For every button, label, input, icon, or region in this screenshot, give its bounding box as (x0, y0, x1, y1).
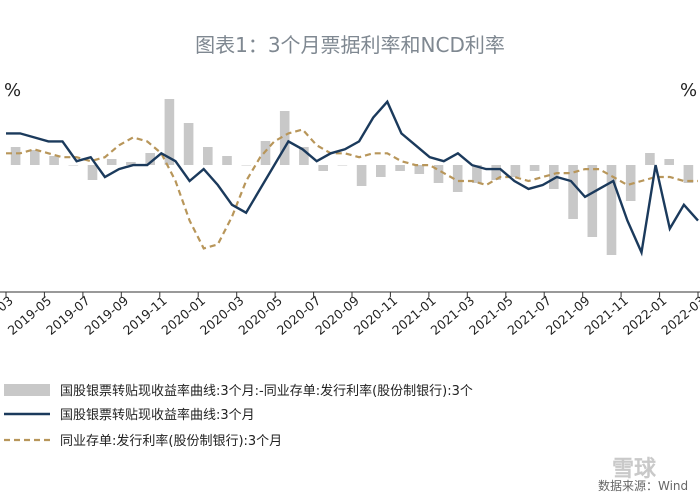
spread-bar (452, 165, 463, 192)
spread-bar (683, 165, 694, 183)
spread-bar (145, 153, 155, 165)
spread-bar (183, 123, 194, 165)
legend-label-tan: 同业存单:发行利率(股份制银行):3个月 (60, 433, 282, 449)
spread-bar (106, 159, 117, 165)
spread-bar (491, 165, 501, 180)
spread-bar (472, 165, 482, 183)
spread-bar (241, 165, 252, 166)
legend-label-navy: 国股银票转贴现收益率曲线:3个月 (60, 407, 255, 423)
legend-swatch-bar (4, 384, 50, 396)
spread-bar (10, 147, 21, 165)
spread-bar (337, 165, 348, 166)
spread-bar (126, 162, 136, 165)
spread-bar (549, 165, 559, 189)
plot-area (6, 99, 699, 257)
spread-bar (664, 159, 674, 165)
spread-bar (30, 150, 40, 165)
spread-bar (587, 165, 598, 237)
watermark: 雪球 (612, 457, 657, 482)
spread-bar (645, 153, 655, 165)
spread-bar (68, 165, 79, 166)
legend-label-bar: 国股银票转贴现收益率曲线:3个月:-同业存单:发行利率(股份制银行):3个 (60, 383, 473, 399)
spread-bar (510, 165, 521, 177)
legend: 国股银票转贴现收益率曲线:3个月:-同业存单:发行利率(股份制银行):3个 国股… (4, 383, 473, 449)
spread-bar (356, 165, 367, 186)
spread-bar (279, 111, 290, 165)
spread-bar (87, 165, 98, 180)
spread-bar (433, 165, 444, 183)
spread-bar (49, 156, 59, 165)
spread-bar (260, 141, 271, 165)
ncd-rate-line (6, 128, 698, 250)
spread-bar (222, 156, 232, 165)
right-unit-label: % (680, 80, 697, 101)
spread-bar (414, 165, 425, 174)
spread-bar (164, 99, 175, 165)
spread-bar (529, 165, 540, 171)
spread-bar (395, 165, 405, 171)
spread-bar (299, 147, 309, 165)
left-unit-label: % (4, 80, 21, 101)
chart-title: 图表1：3个月票据利率和NCD利率 (195, 33, 505, 57)
x-tick-labels: 2019-032019-052019-072019-092019-112020-… (0, 292, 700, 338)
spread-bar (606, 165, 617, 255)
spread-bar (318, 165, 328, 171)
spread-bar (568, 165, 578, 219)
spread-bar (203, 147, 213, 165)
bill-rate-line (6, 99, 699, 257)
spread-bar (376, 165, 386, 177)
data-source: 数据来源：Wind (598, 478, 688, 493)
